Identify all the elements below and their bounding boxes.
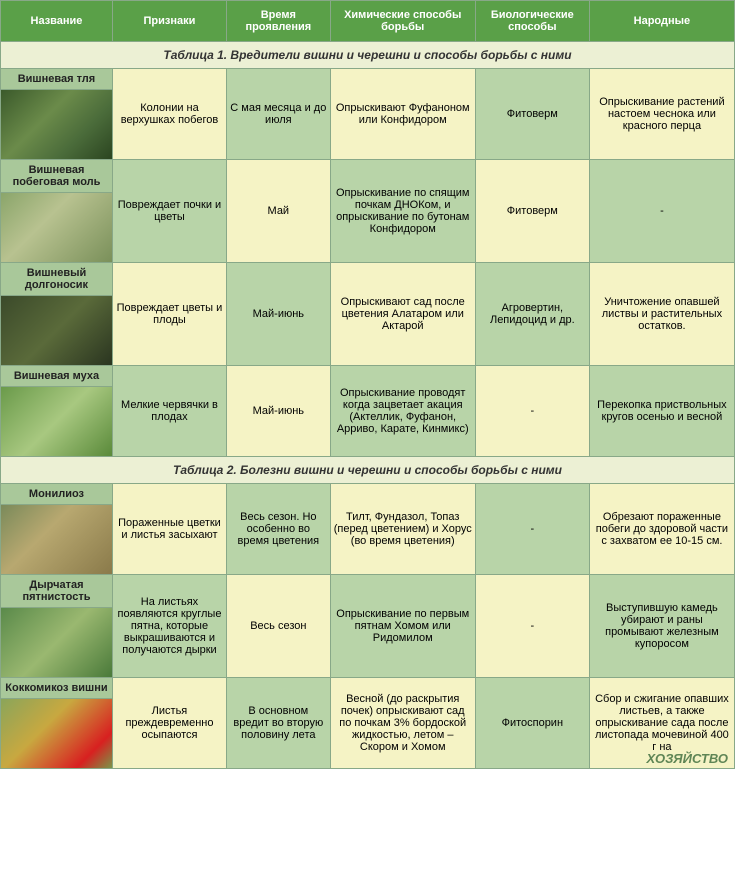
disease-name: Дырчатая пятнистость [1, 575, 112, 607]
cell-folk: Уничтожение опавшей листвы и растительны… [589, 263, 734, 366]
table-row: Вишневая побеговая моль Повреждает почки… [1, 160, 735, 263]
cell-signs: На листьях появляются круглые пятна, кот… [112, 575, 226, 678]
cell-bio: Фитоверм [475, 69, 589, 160]
cell-bio: - [475, 366, 589, 457]
cell-bio: Агровертин, Лепидоцид и др. [475, 263, 589, 366]
cell-bio: - [475, 484, 589, 575]
table-row: Вишневая побеговая моль Вишневый долгоно… [1, 263, 735, 366]
cell-bio: Фитоверм [475, 160, 589, 263]
cell-signs: Повреждает цветы и плоды [112, 263, 226, 366]
pest-disease-table: Название Признаки Время проявления Химич… [0, 0, 735, 769]
header-name: Название [1, 1, 113, 42]
cell-folk: Перекопка приствольных кругов осенью и в… [589, 366, 734, 457]
cell-time: Весь сезон [226, 575, 330, 678]
name-cell: Вишневая тля [1, 69, 113, 160]
table-row: Монилиоз Пораженные цветки и листья засы… [1, 484, 735, 575]
cell-time: Май-июнь [226, 366, 330, 457]
header-chem: Химические способы борьбы [330, 1, 475, 42]
pest-thumb [1, 295, 112, 365]
cell-time: В основном вредит во вторую половину лет… [226, 678, 330, 769]
cell-time: Весь сезон. Но особенно во время цветени… [226, 484, 330, 575]
cell-chem: Опрыскивание по первым пятнам Хомом или … [330, 575, 475, 678]
cell-folk: Сбор и сжигание опавших листьев, а также… [589, 678, 734, 769]
cell-signs: Пораженные цветки и листья засыхают [112, 484, 226, 575]
table-header: Название Признаки Время проявления Химич… [1, 1, 735, 42]
cell-time: С мая месяца и до июля [226, 69, 330, 160]
cell-folk-text: Сбор и сжигание опавших листьев, а также… [595, 693, 729, 753]
section-1-title: Таблица 1. Вредители вишни и черешни и с… [1, 42, 735, 69]
cell-time: Май-июнь [226, 263, 330, 366]
table-row: Вишневая муха Мелкие червячки в плодах М… [1, 366, 735, 457]
cell-chem: Весной (до раскрытия почек) опрыскивают … [330, 678, 475, 769]
cell-chem: Опрыскивание проводят когда зацветает ак… [330, 366, 475, 457]
name-cell: Вишневая муха [1, 366, 113, 457]
disease-thumb [1, 607, 112, 677]
header-folk: Народные [589, 1, 734, 42]
pest-thumb [1, 192, 112, 262]
cell-folk: - [589, 160, 734, 263]
cell-chem: Тилт, Фундазол, Топаз (перед цветением) … [330, 484, 475, 575]
table-row: Вишневая тля Колонии на верхушках побего… [1, 69, 735, 160]
disease-thumb [1, 504, 112, 574]
disease-thumb [1, 698, 112, 768]
cell-signs: Колонии на верхушках побегов [112, 69, 226, 160]
pest-thumb [1, 386, 112, 456]
cell-bio: Фитоспорин [475, 678, 589, 769]
disease-name: Коккомикоз вишни [1, 678, 112, 698]
table-row: Коккомикоз вишни Листья преждевременно о… [1, 678, 735, 769]
pest-name: Вишневая тля [1, 69, 112, 89]
pest-name: Вишневая побеговая моль [1, 160, 112, 192]
name-cell: Монилиоз [1, 484, 113, 575]
disease-name: Монилиоз [1, 484, 112, 504]
table-row: Дырчатая пятнистость На листьях появляют… [1, 575, 735, 678]
cell-folk: Опрыскивание растений настоем чеснока ил… [589, 69, 734, 160]
cell-time: Май [226, 160, 330, 263]
section-2-title: Таблица 2. Болезни вишни и черешни и спо… [1, 457, 735, 484]
cell-bio: - [475, 575, 589, 678]
pest-thumb [1, 89, 112, 159]
cell-chem: Опрыскивают Фуфаноном или Конфидором [330, 69, 475, 160]
pest-name: Вишневый долгоносик [1, 263, 112, 295]
header-bio: Биологические способы [475, 1, 589, 42]
pest-name: Вишневая муха [1, 366, 112, 386]
cell-signs: Листья преждевременно осыпаются [112, 678, 226, 769]
header-signs: Признаки [112, 1, 226, 42]
name-cell: Дырчатая пятнистость [1, 575, 113, 678]
header-time: Время проявления [226, 1, 330, 42]
cell-signs: Мелкие червячки в плодах [112, 366, 226, 457]
name-cell: Вишневая побеговая моль Вишневый долгоно… [1, 263, 113, 366]
cell-folk: Выступившую камедь убирают и раны промыв… [589, 575, 734, 678]
cell-folk: Обрезают пораженные побеги до здоровой ч… [589, 484, 734, 575]
cell-chem: Опрыскивают сад после цветения Алатаром … [330, 263, 475, 366]
name-cell: Вишневая побеговая моль [1, 160, 113, 263]
cell-chem: Опрыскивание по спящим почкам ДНОКом, и … [330, 160, 475, 263]
watermark: ХОЗЯЙСТВО [647, 751, 728, 766]
cell-signs: Повреждает почки и цветы [112, 160, 226, 263]
name-cell: Коккомикоз вишни [1, 678, 113, 769]
